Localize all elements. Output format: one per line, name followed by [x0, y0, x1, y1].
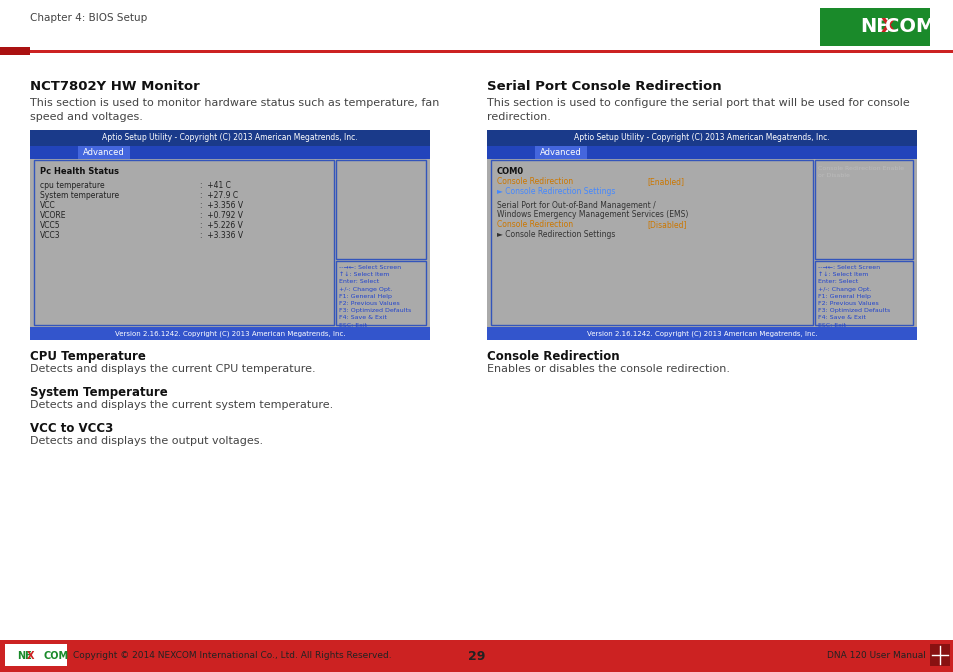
Text: ↑↓: Select Item: ↑↓: Select Item — [338, 272, 389, 277]
Text: F4: Save & Exit: F4: Save & Exit — [817, 315, 865, 321]
Text: F1: General Help: F1: General Help — [338, 294, 392, 299]
Text: :  +0.792 V: : +0.792 V — [200, 211, 243, 220]
Bar — [486, 130, 916, 146]
Bar — [0, 47, 30, 55]
Bar — [486, 159, 916, 327]
Bar — [30, 130, 430, 146]
Text: :  +27.9 C: : +27.9 C — [200, 191, 238, 200]
Text: Enables or disables the console redirection.: Enables or disables the console redirect… — [486, 364, 729, 374]
Bar — [30, 159, 430, 327]
Text: F3: Optimized Defaults: F3: Optimized Defaults — [338, 308, 411, 313]
Bar — [929, 644, 949, 666]
Text: F2: Previous Values: F2: Previous Values — [338, 301, 399, 306]
Text: X: X — [28, 651, 34, 661]
Text: :  +3.336 V: : +3.336 V — [200, 231, 243, 240]
Text: Serial Port for Out-of-Band Management /: Serial Port for Out-of-Band Management / — [497, 201, 655, 210]
Text: Aptio Setup Utility - Copyright (C) 2013 American Megatrends, Inc.: Aptio Setup Utility - Copyright (C) 2013… — [574, 134, 829, 142]
Text: +/-: Change Opt.: +/-: Change Opt. — [817, 286, 870, 292]
Text: --→←: Select Screen: --→←: Select Screen — [817, 265, 880, 270]
Text: :  +41 C: : +41 C — [200, 181, 231, 190]
Text: DNA 120 User Manual: DNA 120 User Manual — [826, 651, 925, 661]
Text: Serial Port Console Redirection: Serial Port Console Redirection — [486, 80, 720, 93]
Text: System Temperature: System Temperature — [30, 386, 168, 399]
Text: COM0: COM0 — [497, 167, 523, 176]
Text: F2: Previous Values: F2: Previous Values — [817, 301, 878, 306]
Text: COM: COM — [884, 17, 934, 36]
Text: VCC: VCC — [40, 201, 55, 210]
Text: Advanced: Advanced — [539, 148, 581, 157]
Text: cpu temperature: cpu temperature — [40, 181, 105, 190]
Text: This section is used to configure the serial port that will be used for console: This section is used to configure the se… — [486, 98, 909, 108]
Bar — [535, 146, 586, 159]
Text: Version 2.16.1242. Copyright (C) 2013 American Megatrends, Inc.: Version 2.16.1242. Copyright (C) 2013 Am… — [114, 331, 345, 337]
Text: ESC: Exit: ESC: Exit — [338, 323, 367, 327]
Text: Aptio Setup Utility - Copyright (C) 2013 American Megatrends, Inc.: Aptio Setup Utility - Copyright (C) 2013… — [102, 134, 357, 142]
Text: Chapter 4: BIOS Setup: Chapter 4: BIOS Setup — [30, 13, 147, 23]
Text: ↑↓: Select Item: ↑↓: Select Item — [817, 272, 867, 277]
Bar — [814, 261, 912, 325]
Text: COM: COM — [44, 651, 69, 661]
Text: --→←: Select Screen: --→←: Select Screen — [338, 265, 400, 270]
Text: F3: Optimized Defaults: F3: Optimized Defaults — [817, 308, 889, 313]
Text: X: X — [880, 17, 895, 36]
Bar — [335, 261, 426, 325]
Text: +/-: Change Opt.: +/-: Change Opt. — [338, 286, 392, 292]
Bar — [30, 146, 430, 159]
Text: 29: 29 — [468, 650, 485, 663]
Text: :  +5.226 V: : +5.226 V — [200, 221, 243, 230]
Bar — [5, 644, 67, 666]
Text: This section is used to monitor hardware status such as temperature, fan: This section is used to monitor hardware… — [30, 98, 439, 108]
Text: Detects and displays the current system temperature.: Detects and displays the current system … — [30, 400, 333, 410]
Text: VCC to VCC3: VCC to VCC3 — [30, 422, 113, 435]
Bar — [814, 160, 912, 259]
Text: NE: NE — [860, 17, 889, 36]
Bar — [0, 50, 953, 53]
Bar — [30, 327, 430, 340]
Text: ► Console Redirection Settings: ► Console Redirection Settings — [497, 230, 615, 239]
Text: Console Redirection: Console Redirection — [486, 350, 619, 363]
Bar — [491, 160, 812, 325]
Bar — [486, 146, 916, 159]
Text: Windows Emergency Management Services (EMS): Windows Emergency Management Services (E… — [497, 210, 688, 219]
Bar — [78, 146, 130, 159]
Text: Enter: Select: Enter: Select — [817, 280, 858, 284]
Text: [Enabled]: [Enabled] — [646, 177, 683, 186]
Text: ► Console Redirection Settings: ► Console Redirection Settings — [497, 187, 615, 196]
Bar — [820, 8, 929, 46]
Text: speed and voltages.: speed and voltages. — [30, 112, 143, 122]
Bar — [34, 160, 334, 325]
Text: Advanced: Advanced — [83, 148, 125, 157]
Bar — [335, 160, 426, 259]
Text: VCORE: VCORE — [40, 211, 67, 220]
Text: [Disabled]: [Disabled] — [646, 220, 686, 229]
Text: Pc Health Status: Pc Health Status — [40, 167, 119, 176]
Text: System temperature: System temperature — [40, 191, 119, 200]
Text: F1: General Help: F1: General Help — [817, 294, 870, 299]
Text: :  +3.356 V: : +3.356 V — [200, 201, 243, 210]
Text: Enter: Select: Enter: Select — [338, 280, 379, 284]
Text: NE: NE — [17, 651, 31, 661]
Text: VCC3: VCC3 — [40, 231, 61, 240]
Text: Console Redirection: Console Redirection — [497, 220, 573, 229]
Text: F4: Save & Exit: F4: Save & Exit — [338, 315, 387, 321]
Text: Version 2.16.1242. Copyright (C) 2013 American Megatrends, Inc.: Version 2.16.1242. Copyright (C) 2013 Am… — [586, 331, 817, 337]
Text: redirection.: redirection. — [486, 112, 550, 122]
Text: Detects and displays the output voltages.: Detects and displays the output voltages… — [30, 436, 263, 446]
Text: Detects and displays the current CPU temperature.: Detects and displays the current CPU tem… — [30, 364, 315, 374]
Text: Console Redirection Enable
or Disable: Console Redirection Enable or Disable — [817, 166, 903, 177]
Text: ESC: Exit: ESC: Exit — [817, 323, 845, 327]
Bar — [486, 327, 916, 340]
Text: NCT7802Y HW Monitor: NCT7802Y HW Monitor — [30, 80, 199, 93]
Text: VCC5: VCC5 — [40, 221, 61, 230]
Text: CPU Temperature: CPU Temperature — [30, 350, 146, 363]
Bar — [0, 640, 953, 672]
Text: Copyright © 2014 NEXCOM International Co., Ltd. All Rights Reserved.: Copyright © 2014 NEXCOM International Co… — [73, 651, 392, 661]
Text: Console Redirection: Console Redirection — [497, 177, 573, 186]
